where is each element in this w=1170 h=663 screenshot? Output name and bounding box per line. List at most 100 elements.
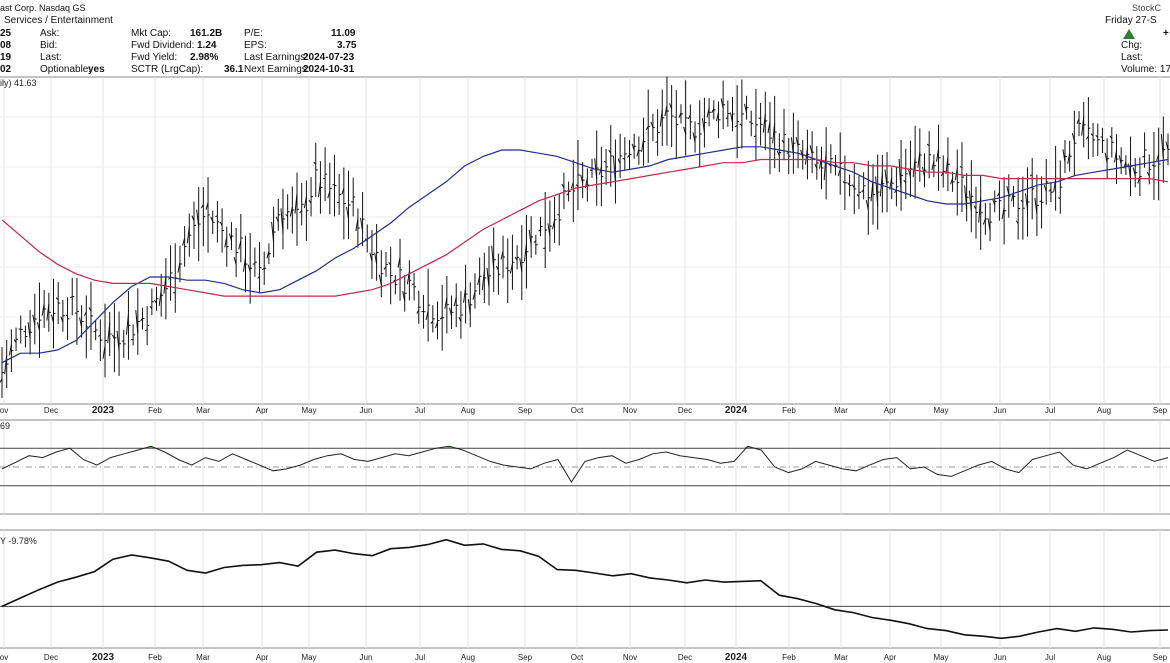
price-bar-open: [0, 378, 3, 383]
price-bar-open: [4, 354, 8, 375]
price-bar-open: [538, 229, 541, 232]
brand-logo: StockC: [1132, 3, 1162, 13]
x-tick-label: May: [933, 406, 948, 415]
price-bar-open: [898, 158, 902, 193]
price-bar-open: [570, 182, 574, 189]
x-tick-label: Dec: [678, 653, 692, 662]
price-bar-open: [158, 289, 162, 306]
price-bar-open: [617, 158, 621, 164]
price-bar-open: [186, 226, 190, 244]
price-bar-open: [940, 172, 944, 177]
price-bar-open: [111, 334, 115, 340]
price-bar-open: [580, 174, 584, 184]
price-bar-open: [973, 205, 977, 210]
price-bar-open: [491, 245, 495, 269]
rsi-panel-label: 69: [0, 421, 10, 431]
x-tick-label: 2023: [92, 652, 115, 663]
x-tick-label: 2024: [725, 405, 748, 416]
price-bar-open: [303, 196, 307, 209]
x-tick-label: Apr: [256, 653, 269, 662]
price-bar-open: [603, 160, 607, 163]
price-bar-open: [1081, 116, 1085, 136]
price-bar-open: [842, 181, 846, 184]
price-bar-open: [1006, 186, 1010, 195]
relative-strength-line: [1, 538, 1169, 640]
price-bar-open: [79, 317, 83, 328]
price-bar-open: [481, 270, 485, 291]
price-bar-open: [243, 257, 246, 272]
header-col1-1: 08: [0, 40, 12, 51]
price-bar-open: [463, 287, 467, 303]
price-bar-open: [608, 149, 612, 154]
up-arrow-icon: [1123, 29, 1135, 39]
price-bar-open: [173, 292, 176, 294]
fwd-dividend-label: Fwd Dividend:: [131, 40, 195, 51]
price-bar-open: [903, 179, 907, 183]
price-bar-open: [767, 121, 771, 134]
price-bar-open: [70, 296, 73, 299]
price-bar-open: [467, 298, 471, 315]
price-bar-open: [228, 233, 232, 241]
x-tick-label: Feb: [782, 653, 796, 662]
x-tick-label: Dec: [678, 406, 692, 415]
price-bar-open: [280, 208, 284, 234]
price-bar-open: [453, 297, 457, 307]
price-bar-open: [851, 184, 855, 189]
price-bar-open: [800, 149, 804, 159]
price-bar-open: [233, 256, 237, 265]
price-bar-open: [393, 279, 396, 282]
price-bar-open: [847, 182, 850, 186]
price-bar-open: [959, 165, 963, 169]
price-bar-open: [692, 132, 696, 143]
price-bar-open: [519, 257, 523, 273]
price-bar-open: [514, 256, 518, 261]
price-bar-open: [945, 157, 949, 175]
x-tick-label: Feb: [148, 406, 162, 415]
price-bar-open: [795, 137, 799, 147]
price-bar-open: [1113, 150, 1117, 163]
price-bar-open: [734, 124, 738, 128]
x-tick-label: Jul: [1045, 406, 1055, 415]
price-bar-open: [1109, 135, 1113, 139]
price-bar-open: [486, 267, 490, 289]
price-bar-open: [865, 199, 869, 210]
price-bar-open: [683, 126, 687, 135]
price-bar-open: [594, 158, 598, 180]
price-bar-open: [762, 114, 766, 133]
rsi-line: [1, 445, 1169, 483]
price-bar-open: [1104, 152, 1108, 164]
sctr-value: 36.1: [224, 64, 244, 75]
price-bar-open: [430, 320, 434, 324]
price-bar-open: [678, 112, 682, 118]
last-label: Last:: [40, 52, 62, 63]
price-bar-open: [191, 215, 195, 222]
bid-label: Bid:: [40, 40, 58, 51]
price-bar-open: [715, 112, 719, 122]
price-bar-open: [8, 344, 12, 356]
price-bar-open: [219, 221, 223, 226]
chart-sector: Services / Entertainment: [4, 15, 113, 26]
price-bar-open: [926, 143, 930, 147]
x-tick-label: ov: [0, 653, 8, 662]
price-bar-open: [907, 168, 911, 178]
x-tick-label: Sep: [518, 653, 533, 662]
x-tick-label: May: [933, 653, 948, 662]
price-bar-open: [1076, 118, 1080, 124]
x-tick-label: Jun: [360, 653, 373, 662]
price-bar-open: [144, 329, 148, 332]
ask-label: Ask:: [40, 28, 60, 39]
price-bar-open: [856, 194, 860, 197]
price-bar-open: [1015, 220, 1019, 224]
price-bar-open: [645, 126, 649, 131]
price-bar-open: [83, 311, 87, 316]
price-bar-open: [65, 314, 68, 317]
price-bar-open: [509, 263, 513, 274]
price-bar-open: [327, 191, 331, 199]
chart-title: ast Corp. Nasdaq GS: [0, 3, 86, 13]
price-bar-open: [346, 206, 350, 220]
price-bar-open: [1160, 133, 1164, 158]
price-bar-open: [687, 114, 691, 120]
x-tick-label: Aug: [461, 653, 475, 662]
price-bar-open: [472, 291, 476, 300]
price-bar-open: [51, 314, 54, 323]
